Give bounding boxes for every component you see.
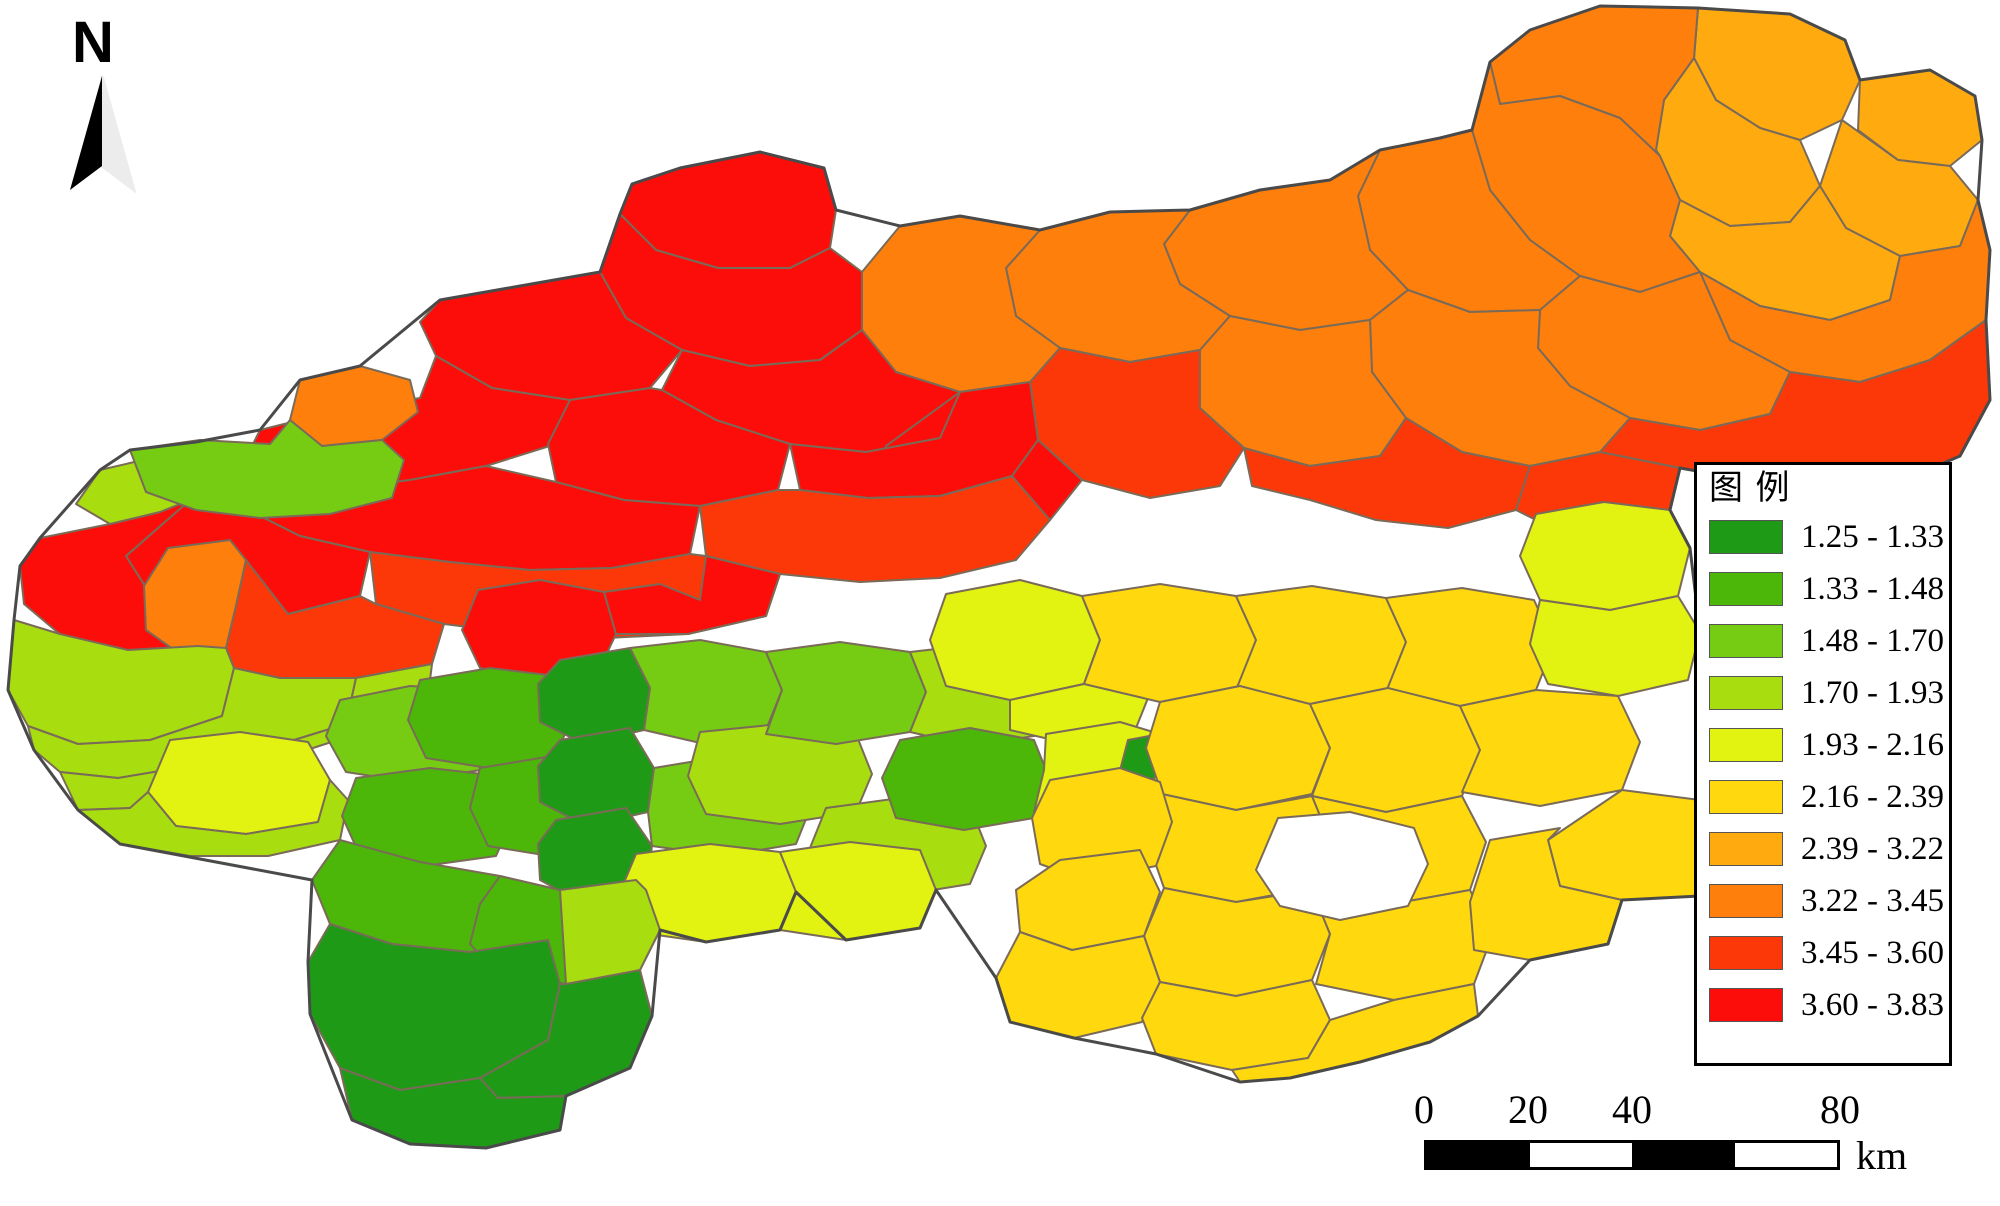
legend-item-label: 3.45 - 3.60 <box>1801 934 1944 971</box>
legend-swatch <box>1709 624 1783 658</box>
north-arrow: N <box>50 14 160 194</box>
region <box>559 879 661 985</box>
region <box>1081 583 1257 703</box>
scale-bar-tick-label: 20 <box>1508 1087 1548 1132</box>
legend-item[interactable]: 1.48 - 1.70 <box>1709 615 1949 667</box>
legend-swatch <box>1709 832 1783 866</box>
region <box>929 579 1101 701</box>
region <box>995 931 1161 1039</box>
legend-item[interactable]: 2.39 - 3.22 <box>1709 823 1949 875</box>
legend-swatch <box>1709 884 1783 918</box>
region <box>1529 595 1701 697</box>
scale-bar-unit: km <box>1856 1133 1908 1178</box>
scale-bar-tick-label: 0 <box>1414 1087 1434 1132</box>
legend-swatch <box>1709 936 1783 970</box>
region <box>765 641 927 745</box>
legend-item[interactable]: 1.33 - 1.48 <box>1709 563 1949 615</box>
scale-bar-segment <box>1734 1143 1837 1167</box>
region <box>779 841 937 941</box>
legend-swatch <box>1709 988 1783 1022</box>
legend-item-label: 3.60 - 3.83 <box>1801 986 1944 1023</box>
legend-swatch <box>1709 520 1783 554</box>
region <box>1235 585 1407 705</box>
legend-item[interactable]: 1.70 - 1.93 <box>1709 667 1949 719</box>
legend-item-label: 1.48 - 1.70 <box>1801 622 1944 659</box>
region <box>147 731 331 835</box>
legend-item-label: 2.16 - 2.39 <box>1801 778 1944 815</box>
legend-item[interactable]: 3.22 - 3.45 <box>1709 875 1949 927</box>
region <box>1385 587 1555 707</box>
legend-title: 图 例 <box>1709 470 1792 507</box>
scale-bar-ticks: 0 20 40 80 <box>1414 1086 1944 1132</box>
region <box>881 727 1051 831</box>
legend-panel: 图 例 1.25 - 1.33 1.33 - 1.48 1.48 - 1.70 1.7… <box>1694 462 1952 1066</box>
scale-bar-tick-label: 40 <box>1612 1087 1652 1132</box>
legend-item-label: 2.39 - 3.22 <box>1801 830 1944 867</box>
legend-item[interactable]: 2.16 - 2.39 <box>1709 771 1949 823</box>
region <box>1145 685 1331 811</box>
legend-item-label: 1.70 - 1.93 <box>1801 674 1944 711</box>
region <box>1459 689 1641 807</box>
legend-item-label: 1.25 - 1.33 <box>1801 518 1944 555</box>
scale-bar-segment <box>1632 1143 1735 1167</box>
legend-swatch <box>1709 780 1783 814</box>
region <box>1015 849 1161 951</box>
legend-item-label: 3.22 - 3.45 <box>1801 882 1944 919</box>
scale-bar-segments <box>1424 1140 1840 1170</box>
north-arrow-icon <box>70 75 137 194</box>
region <box>1519 501 1691 611</box>
legend-item[interactable]: 3.60 - 3.83 <box>1709 979 1949 1031</box>
legend-item-label: 1.33 - 1.48 <box>1801 570 1944 607</box>
region <box>341 767 515 867</box>
legend-item[interactable]: 1.93 - 2.16 <box>1709 719 1949 771</box>
legend-item-label: 1.93 - 2.16 <box>1801 726 1944 763</box>
region <box>129 419 405 519</box>
legend-items: 1.25 - 1.33 1.33 - 1.48 1.48 - 1.70 1.70 - … <box>1697 511 1949 1031</box>
north-arrow-label: N <box>72 10 114 75</box>
legend-swatch <box>1709 572 1783 606</box>
scale-bar: 0 20 40 80 km <box>1414 1086 1944 1190</box>
legend-item[interactable]: 3.45 - 3.60 <box>1709 927 1949 979</box>
region-hole <box>1255 811 1429 921</box>
scale-bar-segment <box>1427 1143 1530 1167</box>
legend-swatch <box>1709 676 1783 710</box>
legend-swatch <box>1709 728 1783 762</box>
legend-item[interactable]: 1.25 - 1.33 <box>1709 511 1949 563</box>
region <box>1309 687 1481 813</box>
scale-bar-segment <box>1529 1143 1632 1167</box>
scale-bar-tick-label: 80 <box>1820 1087 1860 1132</box>
region <box>603 555 781 635</box>
